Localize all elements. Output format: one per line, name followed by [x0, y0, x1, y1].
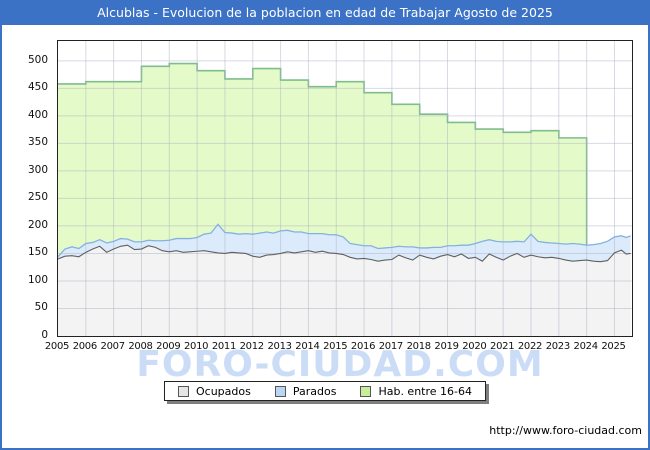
- legend-item-ocupados: Ocupados: [177, 384, 251, 398]
- x-tick-label: 2015: [323, 341, 348, 352]
- legend-label-hab16-64: Hab. entre 16-64: [378, 384, 473, 398]
- ocupados-swatch-icon: [177, 385, 189, 397]
- x-tick-label: 2025: [601, 341, 626, 352]
- y-axis-labels: 0 50 100 150 200 250 300 350 400 450 500: [0, 40, 48, 341]
- x-tick-label: 2023: [545, 341, 571, 352]
- legend-label-ocupados: Ocupados: [195, 384, 251, 398]
- x-tick-label: 2007: [100, 341, 126, 352]
- legend-item-parados: Parados: [274, 384, 337, 398]
- watermark-text: FORO-CIUDAD.COM: [136, 344, 544, 385]
- y-tick-label: 0: [41, 329, 48, 341]
- y-tick-label: 50: [34, 301, 48, 314]
- x-tick-label: 2005: [44, 341, 70, 352]
- x-tick-label: 2008: [128, 341, 153, 352]
- x-tick-label: 2019: [434, 341, 459, 352]
- chart-svg: [58, 41, 632, 336]
- x-tick-label: 2010: [183, 341, 209, 352]
- legend-item-hab16-64: Hab. entre 16-64: [360, 385, 472, 398]
- x-axis-labels: 2005 2006 2007 2008 2009 2010 2011 2012 2013 2014…: [45, 341, 631, 355]
- x-tick-label: 2006: [72, 341, 98, 352]
- x-tick-label: 2016: [350, 341, 376, 352]
- page-title: Alcublas - Evolucion de la poblacion en …: [0, 0, 650, 25]
- x-tick-label: 2020: [462, 341, 487, 352]
- y-tick-label: 200: [27, 218, 48, 231]
- x-tick-label: 2021: [490, 341, 515, 352]
- y-tick-label: 100: [27, 273, 48, 286]
- x-tick-label: 2009: [156, 341, 181, 352]
- chart-legend: Ocupados Parados Hab. entre 16-64: [163, 381, 487, 401]
- chart-plot-area: [57, 40, 633, 337]
- y-tick-label: 350: [27, 136, 48, 149]
- y-tick-label: 500: [27, 53, 48, 66]
- x-tick-label: 2014: [295, 341, 320, 352]
- y-tick-label: 450: [27, 81, 48, 94]
- x-tick-label: 2017: [378, 341, 404, 352]
- x-tick-label: 2013: [267, 341, 292, 352]
- x-tick-label: 2012: [239, 341, 265, 352]
- y-tick-label: 250: [27, 191, 48, 204]
- x-tick-label: 2022: [517, 341, 543, 352]
- y-tick-label: 400: [27, 108, 48, 121]
- footer-url: http://www.foro-ciudad.com: [489, 424, 642, 437]
- x-tick-label: 2011: [211, 341, 237, 352]
- x-tick-label: 2018: [406, 341, 432, 352]
- y-tick-label: 150: [27, 246, 48, 259]
- parados-swatch-icon: [274, 385, 286, 397]
- y-tick-label: 300: [27, 163, 48, 176]
- legend-label-parados: Parados: [292, 384, 337, 398]
- hab-16-64-swatch-icon: [360, 385, 372, 397]
- x-tick-label: 2024: [573, 341, 599, 352]
